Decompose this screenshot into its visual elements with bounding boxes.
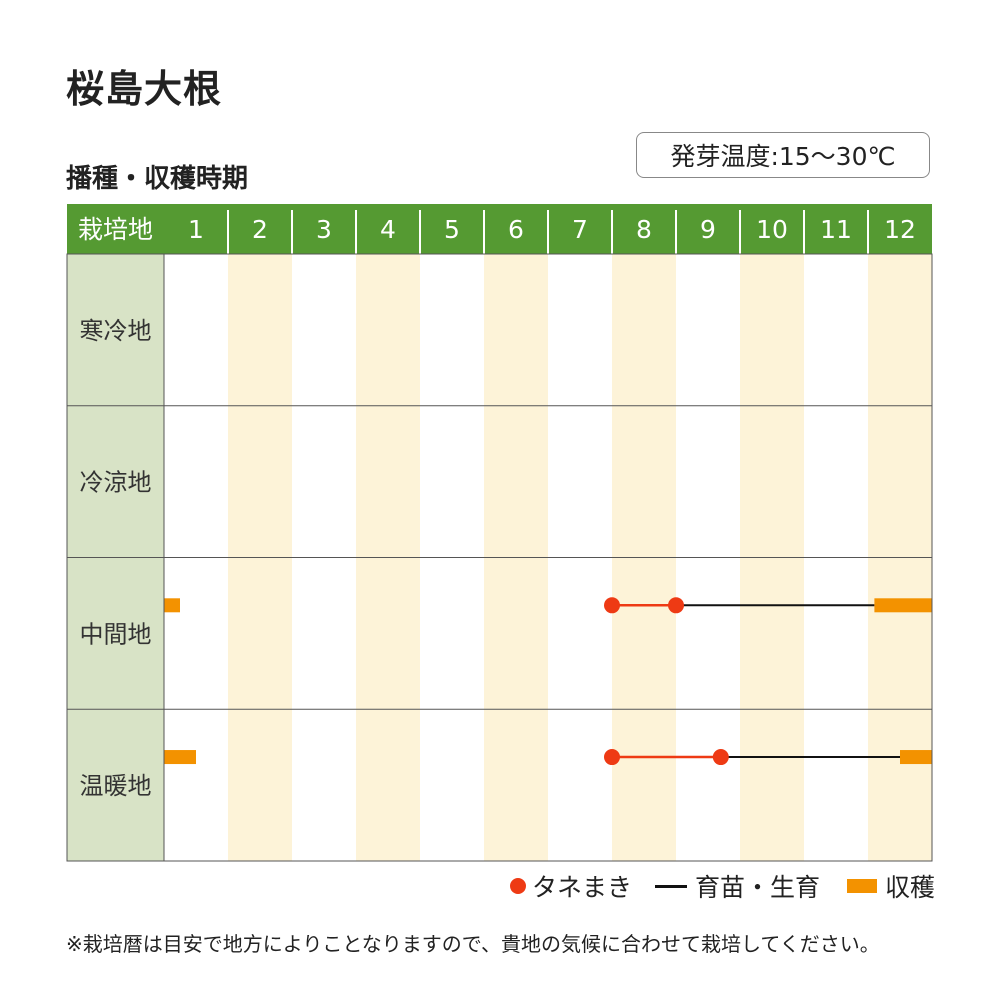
header-bar xyxy=(67,204,932,254)
sowing-dot-icon xyxy=(510,878,526,894)
chart-legend: タネまき 育苗・生育 収穫 xyxy=(510,870,940,902)
chart-frame xyxy=(66,253,933,862)
month-tick-label: 9 xyxy=(700,215,716,244)
legend-sowing: タネまき xyxy=(510,870,632,902)
harvest-bar xyxy=(164,598,180,613)
harvest-bar xyxy=(900,750,932,765)
month-tick-label: 3 xyxy=(316,215,332,244)
page-title: 桜島大根 xyxy=(66,67,223,111)
month-tick-label: 7 xyxy=(572,215,588,244)
sowing-end-dot xyxy=(712,749,729,766)
month-tick-label: 1 xyxy=(188,215,204,244)
header-region-label: 栽培地 xyxy=(78,215,153,244)
legend-harvest-label: 収穫 xyxy=(885,873,936,902)
month-tick-label: 8 xyxy=(636,215,652,244)
legend-growing-label: 育苗・生育 xyxy=(695,873,821,902)
harvest-bar xyxy=(164,750,196,765)
month-tick-label: 6 xyxy=(508,215,524,244)
month-tick-label: 2 xyxy=(252,215,268,244)
legend-growing: 育苗・生育 xyxy=(655,870,820,902)
month-tick-label: 4 xyxy=(380,215,396,244)
sowing-start-dot xyxy=(604,749,620,766)
growing-line-icon xyxy=(655,884,687,888)
month-tick-label: 5 xyxy=(444,215,460,244)
legend-sowing-label: タネまき xyxy=(532,873,633,902)
sowing-end-dot xyxy=(668,597,684,614)
month-tick-label: 10 xyxy=(756,215,788,244)
month-tick-label: 12 xyxy=(884,215,916,244)
footnote: ※栽培暦は目安で地方によりことなりますので、貴地の気候に合わせて栽培してください… xyxy=(66,932,880,956)
region-label: 冷涼地 xyxy=(80,469,152,497)
region-label: 温暖地 xyxy=(80,772,152,800)
sowing-start-dot xyxy=(604,597,620,614)
chart-subtitle: 播種・収穫時期 xyxy=(66,164,249,194)
month-tick-label: 11 xyxy=(820,215,852,244)
harvest-bar-icon xyxy=(847,879,877,893)
germination-temperature-box: 発芽温度:15〜30℃ xyxy=(636,132,930,178)
region-label: 寒冷地 xyxy=(80,317,152,345)
harvest-bar xyxy=(874,598,932,613)
legend-harvest: 収穫 xyxy=(847,870,935,902)
region-label: 中間地 xyxy=(80,620,152,648)
